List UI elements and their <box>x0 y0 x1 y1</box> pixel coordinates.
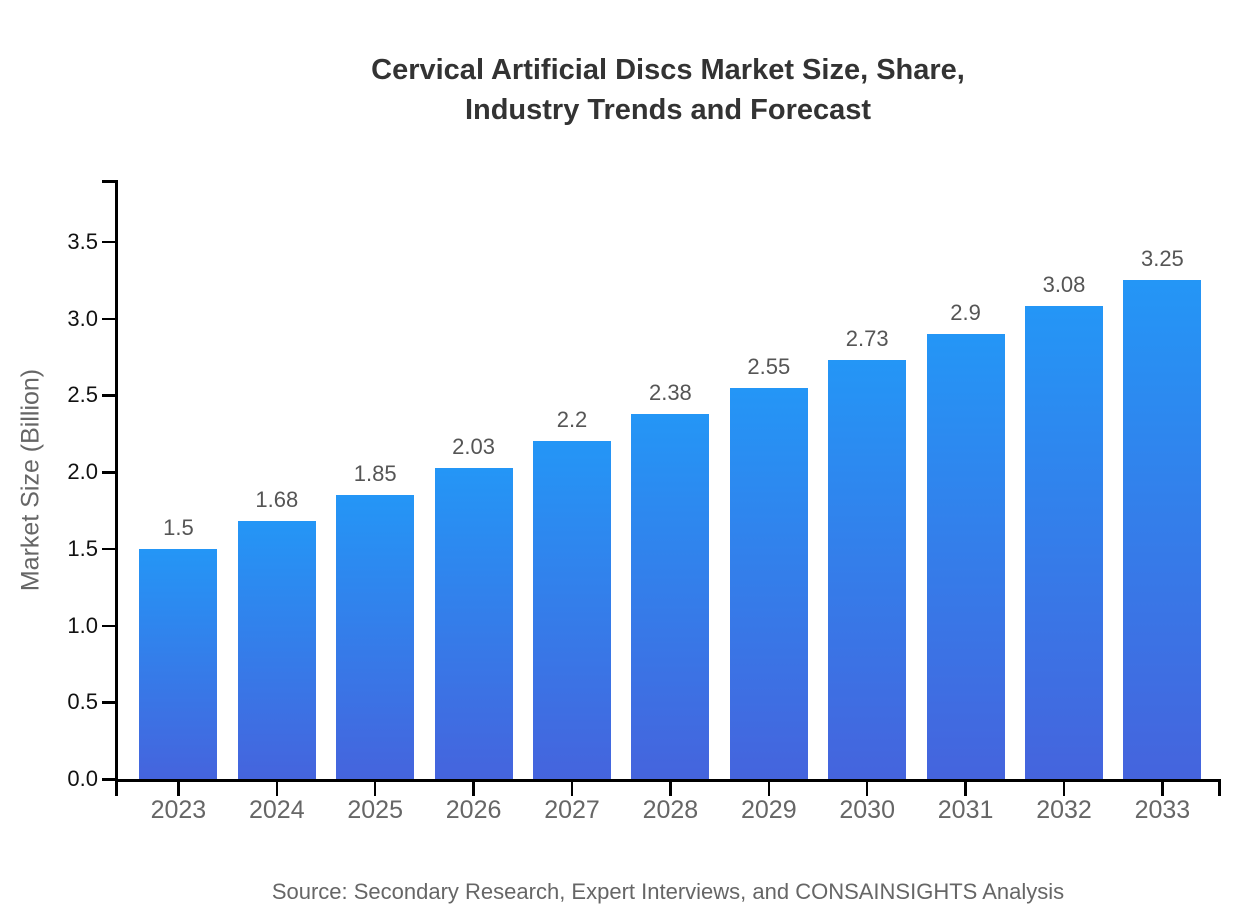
bar <box>434 467 513 779</box>
bar-value-label: 1.68 <box>255 487 299 513</box>
y-axis-spine <box>115 180 118 782</box>
y-tick-mark <box>102 317 115 321</box>
x-tick-label: 2028 <box>642 796 699 824</box>
x-tick-label: 2031 <box>937 796 994 824</box>
x-tick-mark <box>1062 779 1066 796</box>
bar <box>336 495 415 779</box>
bar-value-label: 1.5 <box>163 514 194 540</box>
bar-value-label: 3.08 <box>1042 272 1086 298</box>
source-text: Source: Secondary Research, Expert Inter… <box>271 879 1065 904</box>
y-tick-mark <box>102 624 115 628</box>
bar <box>237 521 316 779</box>
bar-value-label: 2.38 <box>648 379 692 405</box>
y-tick-label: 0.0 <box>67 766 98 791</box>
y-tick-mark <box>102 701 115 704</box>
bar-value-label: 2.9 <box>950 300 981 326</box>
y-tick-mark <box>102 240 115 244</box>
y-tick-mark <box>102 471 115 474</box>
bar <box>729 387 808 779</box>
x-tick-label: 2024 <box>248 796 305 824</box>
x-tick-label: 2029 <box>740 796 797 824</box>
chart-title-line1: Cervical Artificial Discs Market Size, S… <box>371 54 965 86</box>
x-tick-mark <box>669 779 672 796</box>
bar <box>926 334 1005 779</box>
x-tick-mark <box>964 779 967 796</box>
x-axis-spine <box>115 779 1221 782</box>
x-tick-label: 2033 <box>1134 796 1191 824</box>
bar-value-label: 2.73 <box>845 326 889 352</box>
y-tick-label: 3.5 <box>67 228 98 254</box>
x-tick-mark <box>1161 779 1164 796</box>
x-tick-mark <box>865 779 869 796</box>
y-tick-label: 1.5 <box>67 535 98 561</box>
bar <box>1025 306 1103 779</box>
x-tick-label: 2032 <box>1036 796 1092 824</box>
x-tick-mark <box>472 779 475 796</box>
y-tick-label: 1.0 <box>67 612 98 638</box>
bar-value-label: 2.03 <box>452 433 495 459</box>
x-tick-label: 2030 <box>839 796 895 824</box>
bar <box>533 441 611 779</box>
y-tick-label: 2.0 <box>67 459 98 485</box>
x-tick-label: 2025 <box>347 796 403 824</box>
bar <box>139 548 218 779</box>
x-tick-mark <box>275 779 279 796</box>
chart-title: Cervical Artificial Discs Market Size, S… <box>115 50 1221 130</box>
chart-title-line2: Industry Trends and Forecast <box>464 94 872 126</box>
bar-value-label: 2.2 <box>556 407 588 433</box>
x-tick-mark <box>373 779 377 796</box>
y-tick-label: 2.5 <box>67 382 98 408</box>
y-tick-mark <box>102 547 115 551</box>
bar-value-label: 2.55 <box>747 353 791 379</box>
bar <box>1123 280 1202 779</box>
y-tick-mark <box>102 778 115 781</box>
bar-value-label: 3.25 <box>1140 246 1184 272</box>
x-tick-mark <box>177 779 180 796</box>
bar <box>828 360 907 779</box>
bar <box>631 413 710 779</box>
x-tick-mark <box>570 779 574 796</box>
x-axis-right-cap <box>1218 779 1221 796</box>
y-tick-label: 3.0 <box>67 305 98 331</box>
x-tick-label: 2023 <box>150 796 207 824</box>
y-tick-label: 0.5 <box>67 689 98 715</box>
x-tick-label: 2027 <box>544 796 600 824</box>
y-tick-mark <box>102 394 115 397</box>
bar-value-label: 1.85 <box>353 461 397 487</box>
x-tick-label: 2026 <box>445 796 502 824</box>
y-axis-top-cap <box>102 180 115 183</box>
x-axis-left-cap <box>115 779 118 796</box>
x-tick-mark <box>767 779 771 796</box>
